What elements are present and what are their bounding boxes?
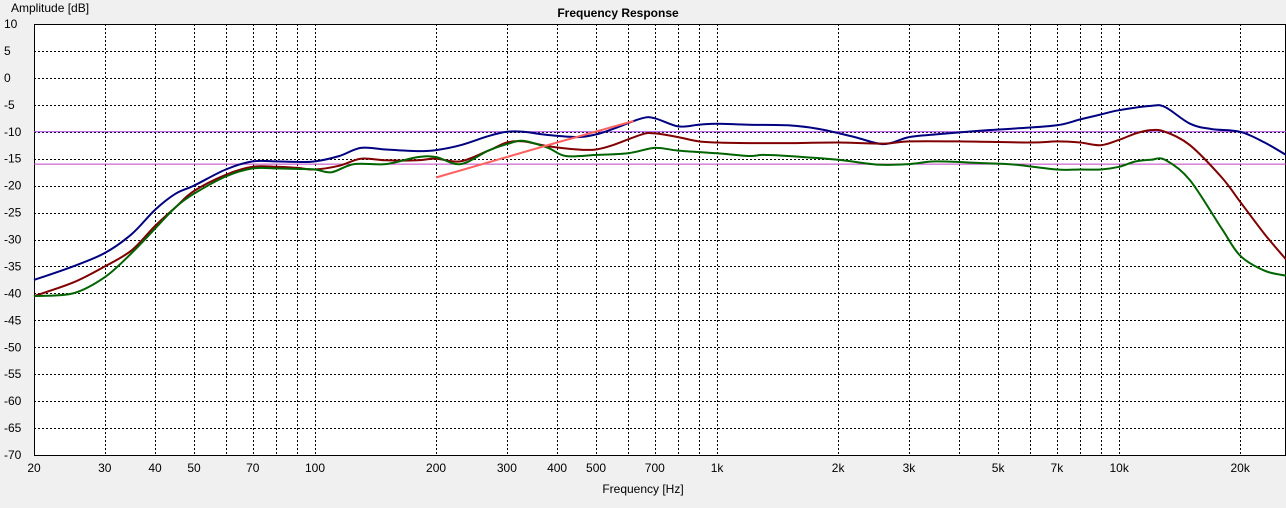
y-tick-label-4: -10 xyxy=(4,125,22,139)
y-tick-label-9: -35 xyxy=(4,259,22,273)
x-tick-label-12: 2k xyxy=(832,461,846,475)
y-tick-label-13: -55 xyxy=(4,367,22,381)
y-tick-label-14: -60 xyxy=(4,394,22,408)
y-tick-label-7: -25 xyxy=(4,206,22,220)
x-axis-title: Frequency [Hz] xyxy=(602,482,683,496)
x-tick-label-7: 300 xyxy=(497,461,517,475)
y-tick-label-0: 10 xyxy=(4,17,18,31)
x-tick-label-11: 1k xyxy=(711,461,725,475)
y-tick-label-1: 5 xyxy=(4,44,11,58)
y-tick-label-12: -50 xyxy=(4,340,22,354)
x-tick-label-3: 50 xyxy=(187,461,201,475)
x-tick-label-17: 20k xyxy=(1231,461,1251,475)
y-axis-title: Amplitude [dB] xyxy=(11,1,89,15)
x-tick-label-14: 5k xyxy=(992,461,1006,475)
x-tick-label-0: 20 xyxy=(27,461,41,475)
y-tick-label-10: -40 xyxy=(4,286,22,300)
x-tick-label-10: 700 xyxy=(645,461,665,475)
x-tick-label-5: 100 xyxy=(305,461,325,475)
y-tick-label-11: -45 xyxy=(4,313,22,327)
y-tick-label-5: -15 xyxy=(4,152,22,166)
series-line-1 xyxy=(33,128,1286,298)
series-line-3 xyxy=(435,120,634,179)
y-tick-label-8: -30 xyxy=(4,233,22,247)
y-tick-label-3: -5 xyxy=(4,98,15,112)
x-tick-labels: 20 30 40 50 70 100 200 300 400 500 700 1k 2k 3k 5k 7k 10… xyxy=(27,461,1251,475)
y-tick-label-15: -65 xyxy=(4,421,22,435)
y-tick-labels: 10 5 0 -5 -10 -15 -20 -25 -30 -35 -40 -45 -50 -55 -60 -… xyxy=(4,17,22,462)
y-tick-label-6: -20 xyxy=(4,179,22,193)
y-tick-label-2: 0 xyxy=(4,71,11,85)
series-line-2 xyxy=(33,139,1286,298)
x-tick-label-9: 500 xyxy=(586,461,606,475)
x-tick-label-4: 70 xyxy=(246,461,260,475)
x-tick-label-16: 10k xyxy=(1109,461,1129,475)
x-tick-label-13: 3k xyxy=(903,461,917,475)
series-lines xyxy=(33,104,1286,298)
chart-title: Frequency Response xyxy=(557,6,679,20)
x-tick-label-6: 200 xyxy=(426,461,446,475)
x-tick-label-8: 400 xyxy=(547,461,567,475)
y-tick-label-16: -70 xyxy=(4,448,22,462)
x-tick-label-1: 30 xyxy=(98,461,112,475)
x-tick-label-15: 7k xyxy=(1051,461,1065,475)
x-tick-label-2: 40 xyxy=(148,461,162,475)
plot-area xyxy=(34,24,1286,455)
grid xyxy=(34,24,1286,456)
